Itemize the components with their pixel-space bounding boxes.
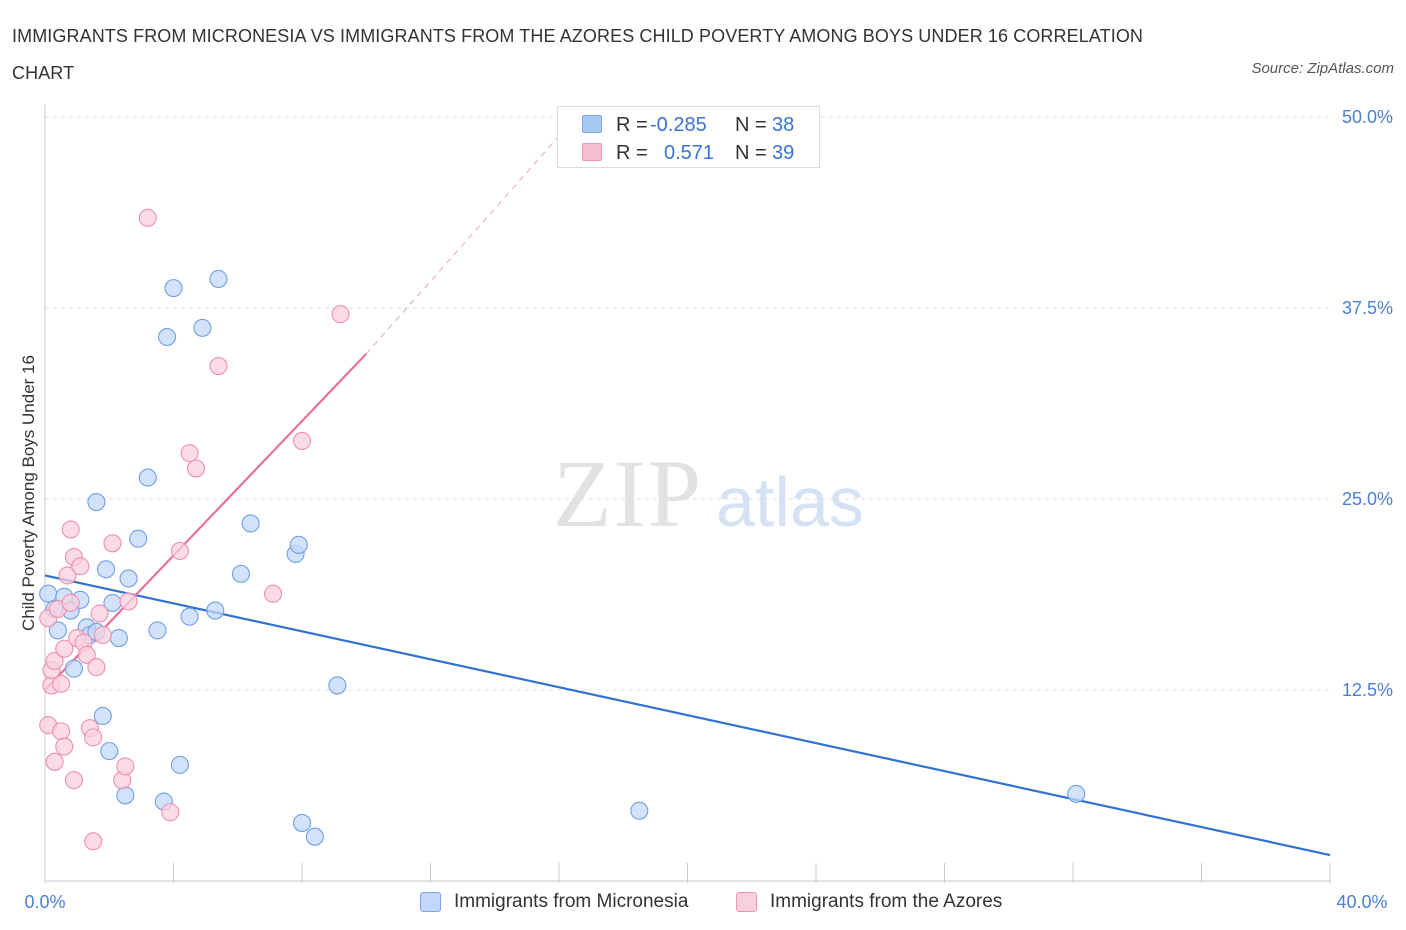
data-point-azores bbox=[52, 674, 71, 693]
data-point-azores bbox=[77, 645, 96, 664]
data-point-azores bbox=[71, 557, 90, 576]
data-point-azores bbox=[84, 832, 103, 851]
data-point-micronesia bbox=[39, 584, 58, 603]
data-point-azores bbox=[170, 541, 189, 561]
data-point-azores bbox=[264, 584, 283, 603]
data-point-micronesia bbox=[164, 279, 183, 298]
data-point-azores bbox=[103, 534, 122, 553]
data-point-azores bbox=[93, 625, 112, 645]
data-point-micronesia bbox=[116, 786, 135, 805]
data-point-micronesia bbox=[64, 659, 83, 678]
bottom-legend-swatch-azores bbox=[736, 892, 757, 912]
legend-r-label: R = bbox=[616, 142, 648, 164]
watermark: ZIP atlas bbox=[553, 440, 864, 547]
data-point-azores bbox=[58, 566, 77, 585]
y-tick-label: 25.0% bbox=[1342, 489, 1393, 509]
stats-legend: R = -0.285 N = 38 R = 0.571 N = 39 bbox=[557, 106, 820, 168]
data-point-azores bbox=[331, 305, 350, 324]
y-axis-title: Child Poverty Among Boys Under 16 bbox=[19, 355, 38, 631]
legend-r-value: -0.285 bbox=[650, 114, 707, 136]
data-point-micronesia bbox=[170, 755, 189, 774]
data-point-micronesia bbox=[328, 676, 347, 695]
data-point-micronesia bbox=[206, 601, 225, 620]
data-point-micronesia bbox=[87, 493, 106, 512]
data-point-azores bbox=[209, 357, 228, 376]
source-label: Source: ZipAtlas.com bbox=[1251, 60, 1394, 77]
data-point-micronesia bbox=[289, 535, 308, 554]
data-point-micronesia bbox=[138, 468, 157, 487]
data-point-micronesia bbox=[209, 269, 228, 289]
data-point-micronesia bbox=[180, 607, 199, 626]
data-point-azores bbox=[84, 728, 103, 747]
legend-swatch-micronesia bbox=[582, 115, 602, 133]
legend-r-label: R = bbox=[616, 114, 648, 136]
data-point-micronesia bbox=[129, 529, 148, 548]
data-point-azores bbox=[292, 431, 312, 450]
trend-extension-1 bbox=[365, 121, 573, 355]
data-point-micronesia bbox=[109, 628, 128, 648]
data-point-azores bbox=[116, 757, 135, 776]
y-tick-label: 37.5% bbox=[1342, 298, 1393, 318]
data-point-azores bbox=[90, 604, 109, 623]
data-point-azores bbox=[186, 459, 206, 478]
legend-swatch-azores bbox=[582, 143, 602, 161]
data-point-azores bbox=[138, 208, 157, 227]
data-point-azores bbox=[119, 592, 138, 611]
data-point-micronesia bbox=[93, 706, 112, 726]
data-point-azores bbox=[61, 593, 80, 612]
legend-n-label: N = bbox=[735, 114, 767, 136]
data-point-azores bbox=[180, 444, 199, 463]
data-point-micronesia bbox=[292, 813, 312, 832]
watermark-atlas: atlas bbox=[716, 463, 864, 541]
data-points bbox=[39, 208, 1086, 851]
y-tick-label: 50.0% bbox=[1342, 107, 1393, 127]
data-point-azores bbox=[45, 752, 64, 771]
data-point-micronesia bbox=[1067, 784, 1086, 803]
data-point-azores bbox=[55, 737, 74, 756]
x-tick-label-max: 40.0% bbox=[1336, 892, 1387, 912]
axes bbox=[44, 104, 1331, 883]
data-point-micronesia bbox=[148, 621, 167, 640]
legend-n-value: 38 bbox=[772, 114, 795, 136]
watermark-zip: ZIP bbox=[553, 440, 703, 547]
data-point-azores bbox=[45, 651, 64, 671]
legend-n-value: 39 bbox=[772, 142, 795, 164]
grid-lines bbox=[45, 116, 1330, 691]
data-point-azores bbox=[161, 803, 180, 822]
data-point-micronesia bbox=[193, 318, 212, 337]
tick-labels: 12.5% 25.0% 37.5% 50.0% 0.0% 40.0% bbox=[24, 107, 1393, 912]
data-point-micronesia bbox=[630, 801, 649, 820]
data-point-micronesia bbox=[100, 742, 119, 761]
legend-n-label: N = bbox=[735, 142, 767, 164]
data-point-azores bbox=[55, 639, 74, 658]
data-point-micronesia bbox=[48, 621, 67, 640]
data-point-micronesia bbox=[305, 827, 324, 846]
data-point-micronesia bbox=[96, 560, 116, 579]
data-point-azores bbox=[52, 722, 71, 741]
data-point-micronesia bbox=[231, 564, 251, 583]
data-point-azores bbox=[64, 771, 83, 790]
data-point-micronesia bbox=[158, 327, 177, 347]
chart-title: IMMIGRANTS FROM MICRONESIA VS IMMIGRANTS… bbox=[12, 26, 1144, 83]
trend-line-0 bbox=[44, 574, 1331, 857]
data-point-azores bbox=[61, 520, 80, 539]
x-tick-label-min: 0.0% bbox=[24, 892, 65, 912]
bottom-legend-swatch-micronesia bbox=[420, 892, 441, 912]
data-point-micronesia bbox=[119, 569, 138, 588]
data-point-micronesia bbox=[241, 514, 260, 533]
data-point-azores bbox=[87, 658, 106, 677]
bottom-legend-label-azores: Immigrants from the Azores bbox=[770, 891, 1003, 912]
bottom-legend-label-micronesia: Immigrants from Micronesia bbox=[454, 891, 689, 912]
legend-r-value: 0.571 bbox=[664, 142, 715, 164]
y-tick-label: 12.5% bbox=[1342, 680, 1393, 700]
